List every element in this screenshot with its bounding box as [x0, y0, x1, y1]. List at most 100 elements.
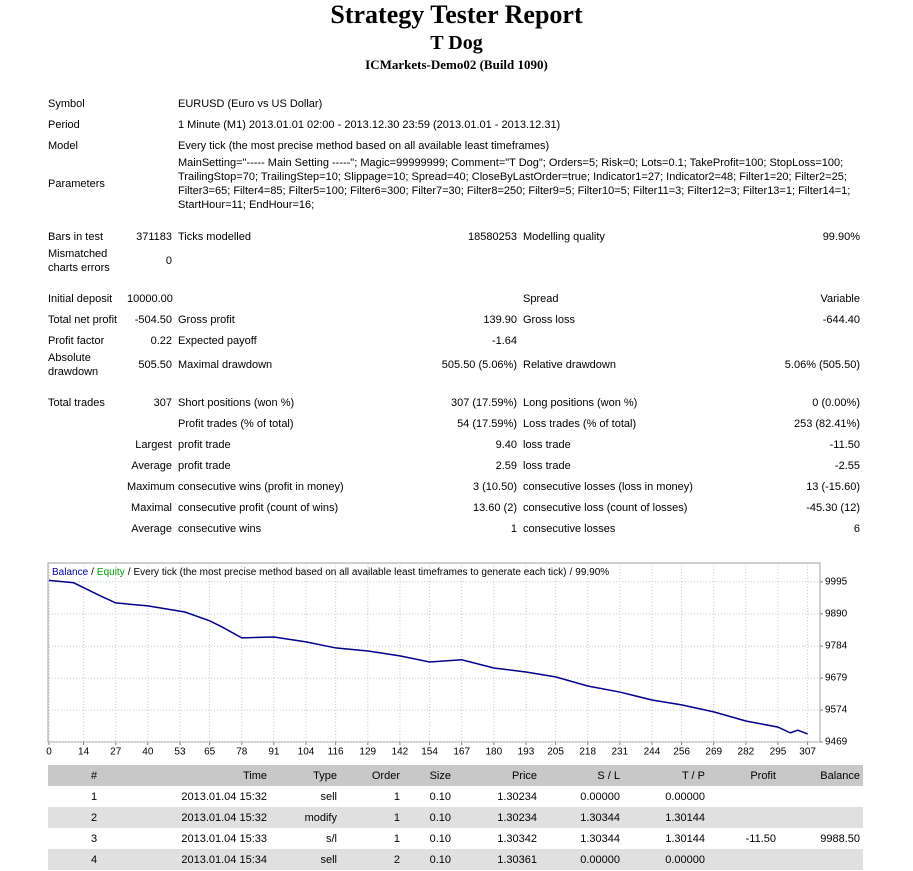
table-cell: 0.00000 — [580, 790, 620, 803]
table-cell — [45, 497, 124, 518]
table-cell: Absolute drawdown — [48, 352, 99, 378]
table-cell: 2 — [48, 807, 140, 828]
table-cell: Long positions (won %) — [523, 396, 638, 409]
table-cell: 0.22 — [150, 334, 172, 347]
table-cell: loss trade — [523, 438, 571, 451]
stats-row: Total net profit -504.50 Gross profit 139.9… — [45, 309, 863, 330]
legend-separator: / — [128, 567, 131, 578]
table-cell: 1.30144 — [665, 832, 705, 845]
info-row: Parameters MainSetting="----- Main Settin… — [45, 156, 863, 212]
table-cell: Spread — [523, 292, 559, 305]
x-tick-label: 27 — [110, 747, 122, 758]
table-cell: 9988.50 — [820, 832, 860, 845]
info-row: Period 1 Minute (M1) 2013.01.01 02:00 - 2… — [45, 114, 863, 135]
table-cell: 0.10 — [429, 832, 451, 845]
table-cell: -11.50 — [829, 438, 860, 451]
table-cell: 0 — [165, 255, 172, 267]
table-cell — [779, 807, 863, 828]
stats-row: Absolute drawdown 505.50 Maximal drawdown 5… — [45, 351, 863, 379]
x-tick-label: 53 — [174, 747, 186, 758]
x-tick-label: 244 — [644, 747, 661, 758]
table-cell — [124, 413, 175, 434]
table-cell: 18580253 — [468, 230, 517, 243]
table-cell: 2 — [340, 849, 403, 870]
table-cell: -644.40 — [822, 313, 860, 326]
table-cell: Model — [48, 139, 78, 152]
y-tick-label: 9784 — [825, 641, 848, 652]
x-tick-label: 256 — [673, 747, 690, 758]
table-cell — [750, 247, 863, 275]
table-cell: Total trades — [48, 396, 105, 409]
table-cell — [520, 247, 750, 275]
table-cell: 1 — [393, 790, 400, 803]
table-cell: # — [48, 765, 140, 786]
x-tick-label: 78 — [236, 747, 248, 758]
table-cell — [750, 330, 863, 351]
table-cell: Gross profit — [178, 313, 235, 326]
stats-row: Average profit trade 2.59 loss trade -2.55 — [45, 455, 863, 476]
y-tick-label: 9679 — [825, 673, 848, 684]
table-cell: Profit — [708, 765, 779, 786]
trade-row: 2 2013.01.04 15:32 modify 1 0.10 1.30234 1.303… — [48, 807, 863, 828]
table-cell: Size — [403, 765, 454, 786]
table-cell: S / L — [540, 765, 623, 786]
table-cell: 4 — [48, 849, 140, 870]
table-cell: Mismatched charts errors — [48, 248, 110, 274]
table-cell: Price — [454, 765, 540, 786]
table-cell — [708, 849, 779, 870]
legend-separator: / — [91, 567, 94, 578]
trade-row: 1 2013.01.04 15:32 sell 1 0.10 1.30234 0.00000… — [48, 786, 863, 807]
table-cell: -45.30 (12) — [806, 501, 860, 514]
table-cell: Every tick (the most precise method base… — [178, 139, 550, 152]
table-cell: 253 (82.41%) — [793, 417, 860, 430]
table-cell: EURUSD (Euro vs US Dollar) — [178, 97, 323, 110]
table-cell — [45, 476, 124, 497]
table-cell: Balance — [779, 765, 863, 786]
table-cell — [45, 518, 124, 539]
table-cell: T / P — [623, 765, 708, 786]
x-tick-label: 0 — [46, 747, 52, 758]
info-row: Symbol EURUSD (Euro vs US Dollar) — [45, 93, 863, 114]
trade-row: 3 2013.01.04 15:33 s/l 1 0.10 1.30342 1.30344 1… — [48, 828, 863, 849]
table-cell: consecutive losses — [523, 522, 616, 535]
table-cell: 2013.01.04 15:34 — [140, 849, 270, 870]
legend-caption: Every tick (the most precise method base… — [134, 567, 567, 578]
table-cell: Period — [48, 118, 80, 131]
table-cell: 6 — [853, 522, 860, 535]
table-cell: 1 Minute (M1) 2013.01.01 02:00 - 2013.12… — [178, 118, 561, 131]
info-table: Symbol EURUSD (Euro vs US Dollar) Period 1 … — [45, 93, 863, 212]
table-cell: 0.00000 — [540, 849, 623, 870]
table-cell: 0.00000 — [665, 790, 705, 803]
table-cell: 2013.01.04 15:32 — [181, 790, 267, 803]
table-cell: Order — [340, 765, 403, 786]
table-cell: 2013.01.04 15:32 — [140, 807, 270, 828]
table-cell: 1.30234 — [454, 807, 540, 828]
table-cell: consecutive wins — [178, 522, 262, 535]
y-tick-label: 9890 — [825, 608, 848, 619]
x-tick-label: 65 — [204, 747, 216, 758]
table-cell: 1.30344 — [580, 832, 620, 845]
stats-row: Mismatched charts errors 0 — [45, 247, 863, 275]
table-cell: 1 — [90, 790, 98, 803]
table-cell: 505.50 — [138, 359, 172, 371]
table-cell: s/l — [326, 832, 337, 845]
stats-row: Maximal consecutive profit (count of wins… — [45, 497, 863, 518]
table-cell: 307 — [153, 396, 172, 409]
table-cell — [45, 413, 124, 434]
table-cell: -2.55 — [834, 459, 860, 472]
table-cell: 10000.00 — [127, 292, 173, 305]
table-cell: MainSetting="----- Main Setting -----"; … — [178, 157, 851, 211]
table-cell: 2013.01.04 15:33 — [181, 832, 267, 845]
table-cell: Average — [131, 522, 172, 535]
chart-legend: Balance / Equity / Every tick (the most prec… — [52, 567, 609, 578]
table-cell: consecutive losses (loss in money) — [523, 480, 693, 493]
spacer-cell — [45, 275, 863, 288]
stats-table: Bars in test 371183 Ticks modelled 18580253… — [45, 226, 863, 539]
balance-line — [48, 579, 808, 735]
table-cell: 307 (17.59%) — [450, 396, 517, 409]
table-cell: Symbol — [48, 97, 85, 110]
table-cell: 1 — [510, 522, 517, 535]
table-cell: Initial deposit — [48, 292, 113, 305]
